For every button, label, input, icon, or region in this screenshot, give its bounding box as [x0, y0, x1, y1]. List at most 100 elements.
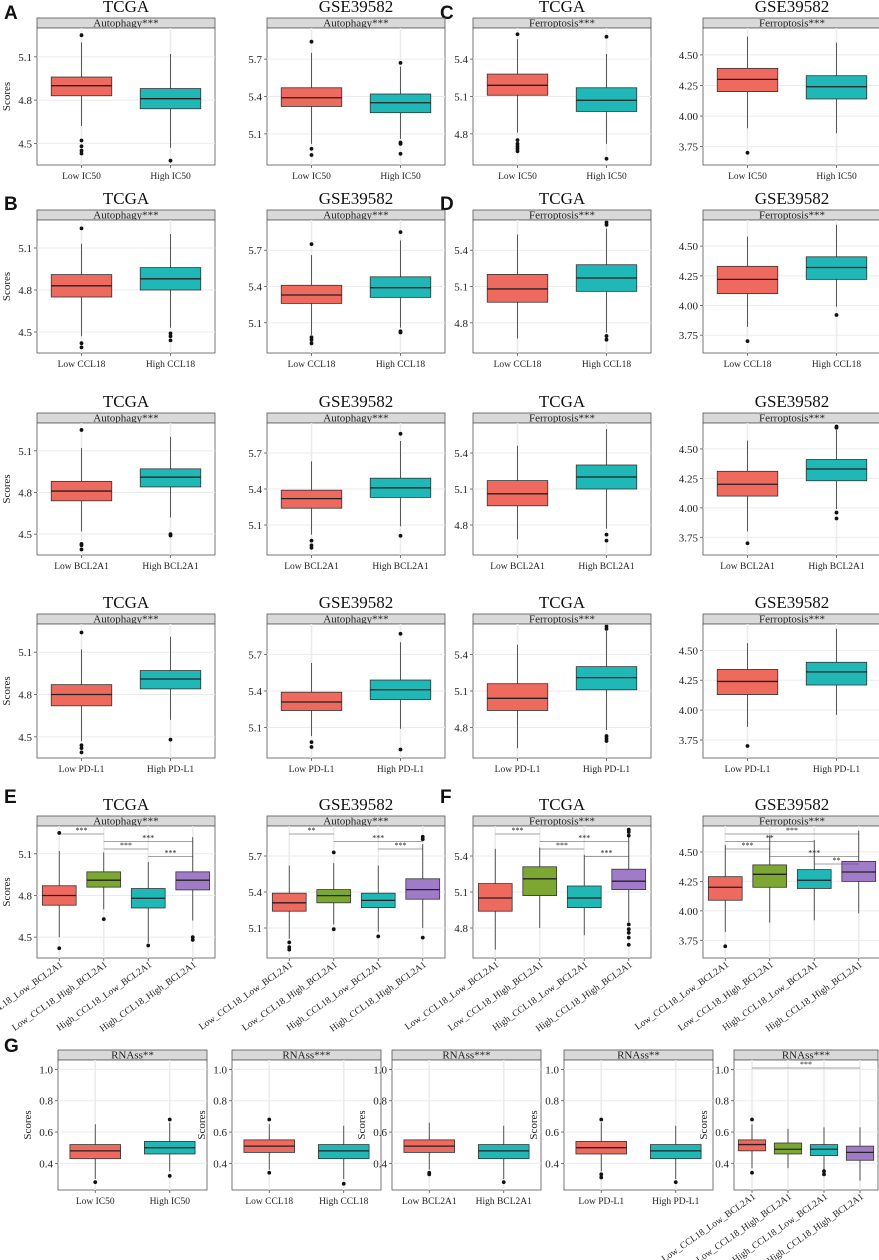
y-tick-label: 5.7 [248, 448, 262, 460]
y-tick-label: 3.75 [679, 330, 699, 342]
chart-17: TCGAAutophagy***4.54.85.1ScoresLow_CCL18… [0, 795, 216, 1034]
x-tick-label: High CCL18 [812, 360, 862, 370]
outlier-point [79, 746, 84, 751]
facet-label: Ferroptosis*** [759, 614, 825, 626]
outlier-point [420, 837, 425, 842]
outlier-point [398, 533, 403, 538]
y-tick-label: 4.00 [679, 111, 699, 123]
outlier-point [750, 1117, 754, 1122]
y-tick-label: 0.8 [373, 1096, 387, 1108]
facet-label: Ferroptosis*** [529, 18, 595, 30]
outlier-point [398, 60, 403, 65]
y-tick-label: 0.6 [39, 1127, 53, 1139]
y-tick-label: 5.4 [454, 245, 468, 257]
x-tick-label: High PD-L1 [652, 1197, 699, 1207]
outlier-point [168, 331, 173, 336]
chart-23: RNAss*** 0.4 0.6 0.8 1.0 Scores Low BCL2A1 High… [356, 1050, 542, 1207]
outlier-point [834, 510, 839, 515]
y-tick-label: 5.1 [248, 520, 262, 532]
x-tick-label: Low IC50 [62, 172, 101, 182]
x-tick-label: Low CCL18 [724, 360, 772, 370]
y-tick-label: 4.25 [679, 473, 699, 485]
chart-title: TCGA [539, 189, 586, 208]
x-tick-label: High BCL2A1 [808, 562, 864, 572]
outlier-point [79, 630, 84, 635]
outlier-point [427, 1172, 432, 1177]
chart-8: GSE39582 Ferroptosis*** 3.75 4.00 4.25 4.50 Lo… [679, 189, 879, 370]
x-tick-label: Low IC50 [292, 172, 331, 182]
significance-label: *** [165, 849, 177, 858]
y-tick-label: 3.75 [679, 735, 699, 747]
outlier-point [79, 743, 84, 748]
y-tick-label: 4.5 [18, 138, 32, 150]
outlier-point [376, 934, 381, 939]
outlier-point [745, 744, 750, 748]
outlier-point [599, 1172, 604, 1177]
chart-9: TCGA Autophagy*** 4.5 4.8 5.1 Scores Low BCL2A… [1, 392, 216, 572]
y-tick-label: 4.8 [454, 318, 468, 330]
plot-panel [231, 1059, 382, 1191]
y-tick-label: 4.25 [679, 271, 699, 283]
outlier-point [167, 1174, 172, 1178]
y-tick-label: 4.8 [18, 890, 32, 902]
outlier-point [79, 345, 84, 350]
facet-label: Ferroptosis*** [529, 210, 595, 222]
y-tick-label: 5.4 [248, 282, 262, 294]
plot-panel [391, 1059, 542, 1191]
facet-label: Autophagy*** [323, 18, 388, 30]
y-axis-label: Scores [1, 676, 13, 705]
outlier-point [420, 935, 425, 940]
y-tick-label: 5.7 [248, 245, 262, 257]
outlier-point [398, 151, 403, 156]
x-tick-label: Low PD-L1 [578, 1197, 624, 1207]
chart-12: GSE39582 Ferroptosis*** 3.75 4.00 4.25 4.50 Lo… [679, 392, 879, 572]
x-tick-label: High BCL2A1 [372, 562, 428, 572]
chart-10: GSE39582 Autophagy*** 5.1 5.4 5.7 Low BCL2A1 H… [248, 392, 446, 572]
y-tick-label: 5.1 [248, 318, 262, 330]
chart-4: GSE39582 Ferroptosis*** 3.75 4.00 4.25 4.50 Lo… [679, 0, 879, 182]
chart-title: TCGA [103, 0, 150, 16]
y-tick-label: 0.4 [373, 1158, 387, 1170]
outlier-point [309, 740, 314, 745]
outlier-point [750, 1170, 754, 1175]
box-1 [737, 1139, 767, 1152]
y-tick-label: 3.75 [679, 532, 699, 544]
chart-title: GSE39582 [319, 795, 394, 814]
outlier-point [626, 942, 631, 947]
outlier-point [604, 156, 609, 161]
outlier-point [745, 339, 750, 344]
outlier-point [515, 149, 520, 154]
outlier-point [168, 158, 173, 163]
chart-title: TCGA [539, 0, 586, 16]
box-2 [86, 871, 122, 888]
x-tick-label: Low IC50 [498, 172, 537, 182]
x-tick-label: Low CCL18 [58, 360, 106, 370]
box-1 [50, 684, 113, 707]
significance-label: *** [372, 834, 384, 843]
box-3 [809, 1144, 839, 1156]
outlier-point [834, 425, 839, 430]
outlier-point [167, 1117, 172, 1122]
y-tick-label: 5.1 [454, 282, 468, 294]
outlier-point [626, 833, 631, 838]
y-tick-label: 5.4 [248, 484, 262, 496]
outlier-point [398, 230, 403, 234]
x-tick-label: High CCL18 [319, 1197, 369, 1207]
outlier-point [309, 146, 314, 151]
y-tick-label: 4.8 [18, 95, 32, 107]
y-tick-label: 4.00 [679, 705, 699, 717]
facet-label: Ferroptosis*** [529, 816, 595, 828]
facet-label: Autophagy*** [93, 210, 158, 222]
y-tick-label: 5.4 [248, 686, 262, 698]
chart-2: GSE39582 Autophagy*** 5.1 5.4 5.7 Low IC50 Hig… [248, 0, 446, 182]
facet-label: RNAss** [111, 1050, 154, 1062]
significance-label: *** [512, 826, 524, 835]
chart-title: GSE39582 [755, 795, 830, 814]
y-tick-label: 5.1 [248, 923, 262, 935]
y-axis-label: Scores [1, 877, 13, 906]
outlier-point [267, 1117, 272, 1122]
x-tick-label: High IC50 [380, 172, 421, 182]
outlier-point [599, 1175, 604, 1180]
significance-label: *** [742, 841, 754, 850]
x-tick-label: Low CCL18 [494, 360, 542, 370]
